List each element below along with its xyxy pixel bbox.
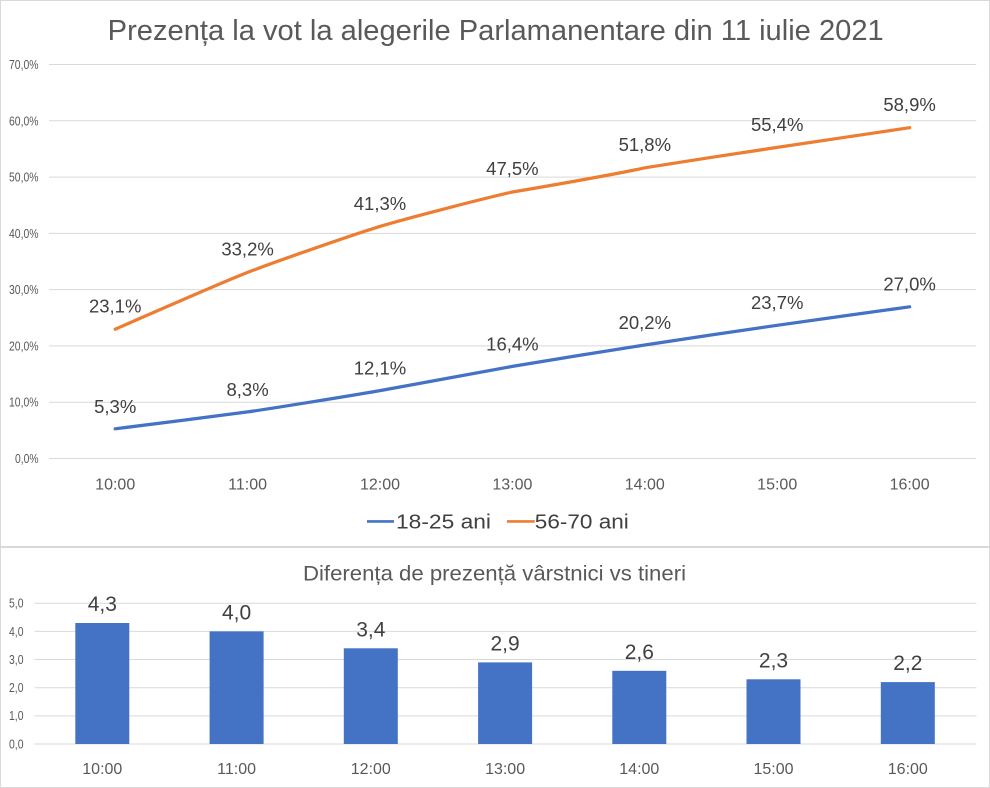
svg-text:23,1%: 23,1% [89, 296, 141, 317]
svg-text:2,0: 2,0 [9, 681, 24, 695]
svg-text:14:00: 14:00 [625, 477, 665, 494]
svg-text:40,0%: 40,0% [9, 227, 39, 241]
svg-text:10:00: 10:00 [82, 761, 122, 778]
svg-text:5,3%: 5,3% [94, 396, 136, 417]
svg-text:2,2: 2,2 [893, 652, 922, 675]
svg-text:16:00: 16:00 [888, 761, 928, 778]
svg-text:41,3%: 41,3% [354, 193, 406, 214]
svg-text:33,2%: 33,2% [221, 239, 273, 260]
svg-text:4,0: 4,0 [222, 602, 251, 625]
svg-text:12:00: 12:00 [360, 477, 400, 494]
svg-text:58,9%: 58,9% [883, 94, 935, 115]
svg-text:20,0%: 20,0% [9, 339, 39, 353]
svg-text:50,0%: 50,0% [9, 171, 39, 185]
svg-text:56-70 ani: 56-70 ani [535, 511, 629, 533]
svg-text:11:00: 11:00 [217, 761, 256, 778]
svg-text:27,0%: 27,0% [883, 274, 935, 295]
svg-text:0,0: 0,0 [9, 737, 24, 751]
svg-text:4,3: 4,3 [88, 593, 117, 616]
svg-text:0,0%: 0,0% [15, 452, 39, 466]
svg-text:3,0: 3,0 [9, 653, 24, 667]
svg-text:16,4%: 16,4% [486, 333, 538, 354]
svg-text:15:00: 15:00 [757, 477, 797, 494]
svg-text:3,4: 3,4 [356, 618, 386, 641]
svg-text:23,7%: 23,7% [751, 292, 803, 313]
svg-text:4,0: 4,0 [9, 625, 24, 639]
svg-text:10:00: 10:00 [95, 477, 135, 494]
svg-text:20,2%: 20,2% [619, 312, 671, 333]
svg-text:8,3%: 8,3% [227, 379, 269, 400]
svg-text:16:00: 16:00 [890, 477, 930, 494]
svg-text:2,3: 2,3 [759, 649, 788, 672]
svg-text:12,1%: 12,1% [354, 358, 406, 379]
svg-text:1,0: 1,0 [9, 709, 24, 723]
svg-text:13:00: 13:00 [492, 477, 532, 494]
svg-text:13:00: 13:00 [485, 761, 525, 778]
svg-text:2,6: 2,6 [625, 641, 654, 664]
svg-text:10,0%: 10,0% [9, 396, 39, 410]
svg-text:18-25 ani: 18-25 ani [396, 511, 491, 533]
svg-text:15:00: 15:00 [753, 761, 793, 778]
svg-text:47,5%: 47,5% [486, 158, 538, 179]
svg-text:2,9: 2,9 [490, 633, 519, 656]
svg-text:70,0%: 70,0% [9, 58, 39, 72]
svg-text:51,8%: 51,8% [619, 134, 671, 155]
svg-text:Diferența de prezență vârstnic: Diferența de prezență vârstnici vs tiner… [303, 561, 686, 585]
svg-text:Prezența la vot la alegerile P: Prezența la vot la alegerile Parlamanent… [108, 15, 884, 47]
svg-text:5,0: 5,0 [9, 597, 24, 611]
svg-text:12:00: 12:00 [351, 761, 391, 778]
svg-text:60,0%: 60,0% [9, 114, 39, 128]
svg-text:14:00: 14:00 [619, 761, 659, 778]
svg-text:11:00: 11:00 [228, 477, 267, 494]
svg-text:30,0%: 30,0% [9, 283, 39, 297]
svg-text:55,4%: 55,4% [751, 114, 803, 135]
